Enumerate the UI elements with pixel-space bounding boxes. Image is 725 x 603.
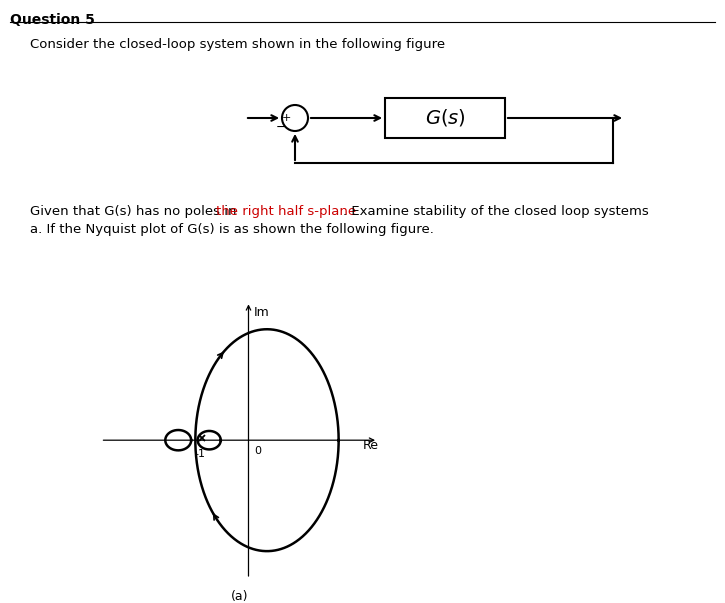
Text: $G(s)$: $G(s)$ — [425, 107, 465, 128]
Bar — [385, 98, 505, 138]
Text: Consider the closed-loop system shown in the following figure: Consider the closed-loop system shown in… — [30, 38, 445, 51]
Text: the right half s-plane: the right half s-plane — [215, 205, 356, 218]
Text: 0: 0 — [254, 446, 261, 456]
Text: a. If the Nyquist plot of G(s) is as shown the following figure.: a. If the Nyquist plot of G(s) is as sho… — [30, 223, 434, 236]
Text: -1: -1 — [194, 449, 205, 458]
Text: Im: Im — [254, 306, 270, 319]
Text: Question 5: Question 5 — [10, 13, 95, 27]
Text: +: + — [281, 113, 291, 123]
Text: −: − — [276, 121, 286, 134]
Text: (a): (a) — [231, 590, 248, 603]
Text: Re: Re — [363, 440, 379, 452]
Text: . Examine stability of the closed loop systems: . Examine stability of the closed loop s… — [343, 205, 649, 218]
Text: Given that G(s) has no poles in: Given that G(s) has no poles in — [30, 205, 241, 218]
